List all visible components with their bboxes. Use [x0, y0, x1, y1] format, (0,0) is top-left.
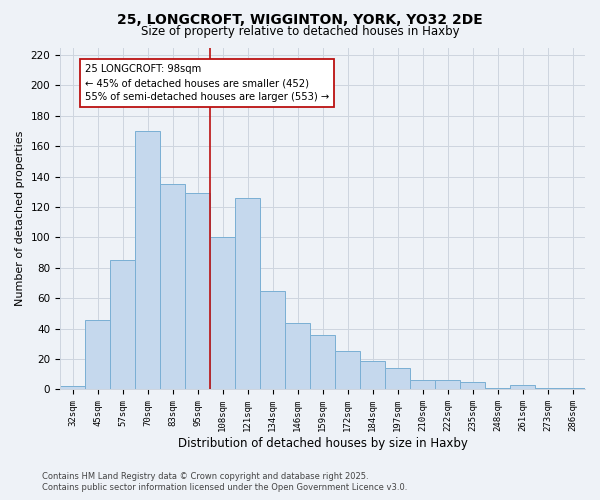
Bar [510, 385, 535, 390]
Bar [160, 184, 185, 390]
Bar [310, 335, 335, 390]
Text: Contains HM Land Registry data © Crown copyright and database right 2025.
Contai: Contains HM Land Registry data © Crown c… [42, 472, 407, 492]
Bar [210, 238, 235, 390]
Bar [60, 386, 85, 390]
Bar [185, 194, 210, 390]
Y-axis label: Number of detached properties: Number of detached properties [15, 131, 25, 306]
Bar [260, 290, 285, 390]
Bar [235, 198, 260, 390]
Bar [285, 322, 310, 390]
Bar [85, 320, 110, 390]
Bar [360, 360, 385, 390]
Bar [335, 352, 360, 390]
Bar [410, 380, 435, 390]
Bar [535, 388, 560, 390]
Bar [435, 380, 460, 390]
Bar [110, 260, 135, 390]
Text: 25 LONGCROFT: 98sqm
← 45% of detached houses are smaller (452)
55% of semi-detac: 25 LONGCROFT: 98sqm ← 45% of detached ho… [85, 64, 329, 102]
Text: Size of property relative to detached houses in Haxby: Size of property relative to detached ho… [140, 25, 460, 38]
Bar [135, 131, 160, 390]
Text: 25, LONGCROFT, WIGGINTON, YORK, YO32 2DE: 25, LONGCROFT, WIGGINTON, YORK, YO32 2DE [117, 12, 483, 26]
Bar [385, 368, 410, 390]
Bar [485, 388, 510, 390]
Bar [460, 382, 485, 390]
X-axis label: Distribution of detached houses by size in Haxby: Distribution of detached houses by size … [178, 437, 467, 450]
Bar [560, 388, 585, 390]
